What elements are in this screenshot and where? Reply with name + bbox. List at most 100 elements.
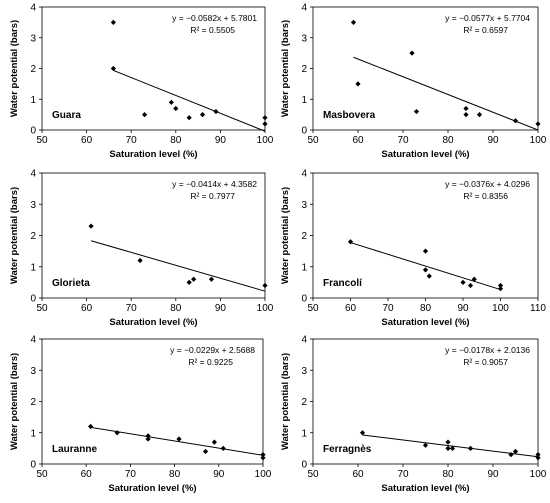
y-tick-label: 1 bbox=[30, 262, 36, 273]
data-point bbox=[347, 239, 354, 245]
x-tick-label: 50 bbox=[307, 469, 319, 480]
panel-3: 50 60 70 80 90 100 0 1 2 3 4 Saturation level (%) Wa… bbox=[9, 169, 274, 329]
data-point bbox=[176, 436, 182, 442]
panel-2: 50 60 70 80 90 100 0 1 2 3 4 Saturation level (%) Wa… bbox=[280, 3, 547, 161]
data-point bbox=[199, 112, 206, 118]
data-point bbox=[262, 115, 268, 121]
data-point bbox=[463, 112, 469, 118]
data-point bbox=[422, 267, 429, 273]
y-tick-label: 2 bbox=[301, 397, 307, 408]
x-tick-label: 100 bbox=[492, 303, 509, 314]
data-point bbox=[449, 445, 456, 451]
data-point bbox=[191, 276, 197, 282]
y-tick-label: 1 bbox=[301, 428, 307, 439]
x-tick-label: 90 bbox=[215, 303, 227, 314]
panel-label: Francolí bbox=[323, 278, 363, 289]
r-squared: R² = 0.9057 bbox=[463, 357, 508, 367]
trendline bbox=[90, 240, 266, 292]
data-point bbox=[535, 452, 541, 458]
data-point bbox=[202, 448, 209, 455]
y-tick-label: 2 bbox=[30, 231, 36, 242]
data-point bbox=[535, 455, 541, 461]
data-point bbox=[220, 445, 226, 451]
r-squared: R² = 0.7977 bbox=[190, 191, 235, 201]
data-point bbox=[145, 436, 151, 442]
y-tick-label: 1 bbox=[301, 262, 307, 273]
x-tick-label: 100 bbox=[257, 303, 274, 314]
y-tick-label: 1 bbox=[30, 95, 36, 106]
r-squared: R² = 0.8356 bbox=[463, 191, 508, 201]
data-point bbox=[173, 105, 179, 112]
r-squared: R² = 0.9225 bbox=[188, 357, 233, 367]
y-tick-label: 4 bbox=[301, 3, 307, 14]
panel-label: Ferragnès bbox=[323, 444, 372, 455]
panel-1: 50 60 70 80 90 100 0 1 2 3 4 Saturation level (%) Wa… bbox=[9, 3, 274, 161]
data-point bbox=[262, 282, 268, 289]
panel-6: 50 60 70 80 90 100 0 1 2 3 4 Saturation level (%) Wa… bbox=[280, 335, 547, 495]
x-axis-title: Saturation level (%) bbox=[381, 483, 469, 494]
data-point bbox=[497, 282, 504, 289]
x-tick-label: 60 bbox=[352, 469, 364, 480]
x-axis-title: Saturation level (%) bbox=[381, 317, 469, 328]
y-tick-label: 4 bbox=[30, 335, 36, 346]
x-tick-label: 90 bbox=[213, 469, 225, 480]
data-point bbox=[422, 248, 429, 254]
panel-label: Glorieta bbox=[52, 278, 90, 289]
x-tick-label: 90 bbox=[487, 469, 499, 480]
data-point bbox=[512, 448, 519, 455]
panel-5: 50 60 70 80 90 100 0 1 2 3 4 Saturation level (%) Wa… bbox=[9, 335, 272, 495]
y-tick-label: 3 bbox=[301, 200, 307, 211]
y-tick-label: 0 bbox=[301, 460, 307, 471]
data-point bbox=[409, 50, 415, 56]
data-point bbox=[88, 223, 94, 229]
y-tick-label: 2 bbox=[30, 397, 36, 408]
data-point bbox=[508, 452, 514, 458]
r-squared: R² = 0.6597 bbox=[463, 25, 508, 35]
x-tick-label: 80 bbox=[169, 469, 181, 480]
data-point bbox=[535, 121, 541, 127]
x-tick-label: 90 bbox=[457, 303, 469, 314]
x-tick-label: 80 bbox=[442, 469, 454, 480]
y-tick-label: 0 bbox=[30, 294, 36, 305]
data-point bbox=[422, 442, 429, 448]
panel-label: Guara bbox=[52, 110, 81, 121]
x-tick-label: 60 bbox=[352, 135, 364, 146]
data-point bbox=[260, 455, 266, 461]
panel-4: 50 60 70 80 90 100 110 0 1 2 3 4 Saturation level (%… bbox=[280, 169, 546, 329]
data-point bbox=[114, 430, 120, 436]
x-tick-label: 70 bbox=[382, 303, 394, 314]
regression-equation: y = −0.0376x + 4.0296 bbox=[445, 179, 530, 189]
data-point bbox=[168, 99, 174, 105]
trendline bbox=[113, 69, 266, 132]
x-tick-label: 60 bbox=[345, 303, 357, 314]
data-point bbox=[426, 273, 432, 279]
y-tick-label: 4 bbox=[30, 169, 36, 180]
data-point bbox=[186, 279, 192, 285]
x-tick-label: 90 bbox=[215, 135, 227, 146]
x-tick-label: 80 bbox=[442, 135, 454, 146]
y-tick-label: 2 bbox=[301, 64, 307, 75]
y-axis-title: Water potential (bars) bbox=[280, 187, 291, 284]
x-tick-label: 100 bbox=[530, 135, 547, 146]
data-point bbox=[186, 115, 192, 121]
y-tick-label: 0 bbox=[30, 460, 36, 471]
data-point bbox=[260, 452, 266, 458]
regression-equation: y = −0.0414x + 4.3582 bbox=[172, 179, 257, 189]
data-point bbox=[476, 112, 483, 118]
x-tick-label: 60 bbox=[81, 469, 93, 480]
x-tick-label: 60 bbox=[81, 303, 93, 314]
y-tick-label: 4 bbox=[301, 335, 307, 346]
y-tick-label: 4 bbox=[301, 169, 307, 180]
data-point bbox=[350, 19, 357, 25]
trendline bbox=[353, 56, 539, 131]
data-point bbox=[110, 65, 116, 72]
y-tick-label: 3 bbox=[30, 33, 36, 44]
x-tick-label: 50 bbox=[36, 303, 48, 314]
x-axis-title: Saturation level (%) bbox=[381, 149, 469, 160]
x-tick-label: 70 bbox=[397, 469, 409, 480]
data-point bbox=[471, 276, 477, 282]
y-tick-label: 3 bbox=[30, 200, 36, 211]
x-tick-label: 50 bbox=[36, 469, 48, 480]
y-tick-label: 0 bbox=[301, 126, 307, 137]
x-tick-label: 100 bbox=[530, 469, 547, 480]
